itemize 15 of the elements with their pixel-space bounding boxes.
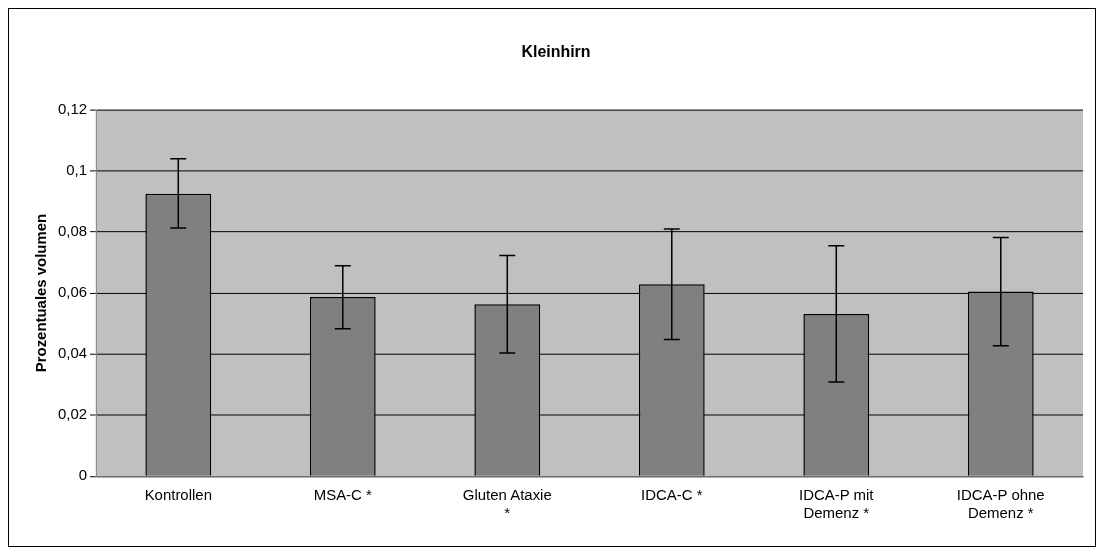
x-tick-label: IDCA-P ohne Demenz * bbox=[956, 486, 1045, 522]
x-tick-label: IDCA-P mit Demenz * bbox=[799, 486, 875, 522]
x-tick-label: Kontrollen bbox=[144, 486, 212, 504]
chart-title: Kleinhirn bbox=[521, 42, 591, 60]
y-axis-title: Prozentuales volumen bbox=[32, 213, 50, 373]
y-tick-label: 0,02 bbox=[57, 405, 88, 423]
y-tick-label: 0,08 bbox=[57, 222, 88, 240]
x-tick-label: IDCA-C * bbox=[641, 486, 703, 504]
y-tick-label: 0,04 bbox=[57, 344, 88, 362]
y-tick-label: 0,06 bbox=[57, 283, 88, 301]
y-tick-label: 0,12 bbox=[57, 99, 88, 117]
y-tick-label: 0,1 bbox=[66, 161, 88, 179]
x-tick-label: MSA-C * bbox=[313, 486, 373, 504]
x-tick-label: Gluten Ataxie * bbox=[462, 486, 552, 522]
y-tick-label: 0 bbox=[78, 466, 88, 484]
